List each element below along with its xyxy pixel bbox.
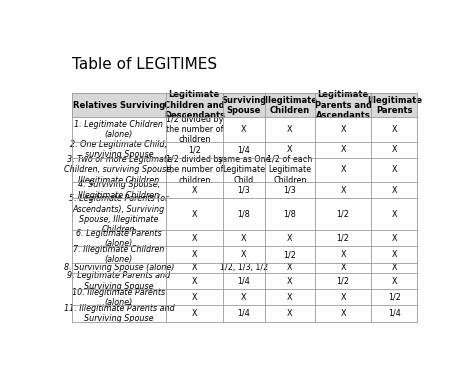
Text: 1/3: 1/3	[237, 186, 250, 195]
Text: 10. Illegitimate Parents
(alone): 10. Illegitimate Parents (alone)	[73, 288, 165, 307]
Text: X: X	[191, 293, 197, 302]
Text: 7. Illegitimate Children
(alone): 7. Illegitimate Children (alone)	[73, 245, 164, 264]
Text: 6. Legitimate Parents
(alone): 6. Legitimate Parents (alone)	[76, 229, 162, 248]
Text: 1/2: 1/2	[188, 145, 201, 154]
Text: Legitimate
Parents and
Ascendants: Legitimate Parents and Ascendants	[315, 90, 372, 120]
Text: X: X	[392, 145, 397, 154]
Text: same as One
Legitimate
Child: same as One Legitimate Child	[218, 155, 270, 185]
Text: 1/2: 1/2	[388, 293, 401, 302]
Text: 1/4: 1/4	[237, 277, 250, 286]
Text: 1/2 of each
Legitimate
Children: 1/2 of each Legitimate Children	[267, 155, 312, 185]
Text: 1. Legitimate Children
(alone): 1. Legitimate Children (alone)	[74, 120, 164, 139]
Text: 1/2: 1/2	[283, 250, 296, 259]
Text: Illegitimate
Parents: Illegitimate Parents	[367, 96, 422, 115]
Text: 8. Surviving Spouse (alone): 8. Surviving Spouse (alone)	[64, 264, 174, 272]
Text: X: X	[287, 277, 292, 286]
Text: X: X	[340, 125, 346, 134]
Text: X: X	[191, 264, 197, 272]
Text: X: X	[287, 264, 292, 272]
Text: Illegitimate
Children: Illegitimate Children	[262, 96, 317, 115]
Text: 4. Surviving Spouse,
Illegitimate Children: 4. Surviving Spouse, Illegitimate Childr…	[78, 180, 160, 200]
Text: Legitimate
Children and
Descendants: Legitimate Children and Descendants	[164, 90, 225, 120]
Bar	[72, 93, 418, 117]
Text: Table of LEGITIMES: Table of LEGITIMES	[72, 57, 217, 72]
Text: X: X	[191, 234, 197, 243]
Text: X: X	[392, 264, 397, 272]
Text: 1/2: 1/2	[337, 277, 349, 286]
Text: 1/4: 1/4	[237, 145, 250, 154]
Text: X: X	[340, 309, 346, 318]
Text: X: X	[191, 210, 197, 219]
Text: 1/8: 1/8	[283, 210, 296, 219]
Text: X: X	[392, 277, 397, 286]
Text: X: X	[392, 125, 397, 134]
Text: X: X	[287, 293, 292, 302]
Text: X: X	[340, 145, 346, 154]
Text: X: X	[340, 293, 346, 302]
Text: X: X	[340, 264, 346, 272]
Text: Relatives Surviving: Relatives Surviving	[73, 101, 165, 110]
Text: X: X	[392, 234, 397, 243]
Text: X: X	[191, 309, 197, 318]
Text: 5. Legitimate Parents (or
Ascendants), Surviving
Spouse, Illegitimate
Children: 5. Legitimate Parents (or Ascendants), S…	[69, 194, 169, 234]
Text: 1/4: 1/4	[388, 309, 401, 318]
Text: 1/2 divided by
the number of
children: 1/2 divided by the number of children	[165, 155, 223, 185]
Text: X: X	[241, 293, 246, 302]
Text: Surviving
Spouse: Surviving Spouse	[221, 96, 266, 115]
Text: X: X	[191, 277, 197, 286]
Text: X: X	[287, 234, 292, 243]
Text: X: X	[191, 250, 197, 259]
Text: 1/2: 1/2	[337, 234, 349, 243]
Text: X: X	[340, 186, 346, 195]
Text: 1/3: 1/3	[283, 186, 296, 195]
Text: X: X	[287, 125, 292, 134]
Text: 1/8: 1/8	[237, 210, 250, 219]
Text: 1/2, 1/3, 1/2: 1/2, 1/3, 1/2	[220, 264, 268, 272]
Text: X: X	[392, 165, 397, 174]
Text: X: X	[241, 234, 246, 243]
Text: X: X	[241, 250, 246, 259]
Text: X: X	[191, 186, 197, 195]
Text: X: X	[287, 309, 292, 318]
Text: 1/2 divided by
the number of
children: 1/2 divided by the number of children	[165, 115, 223, 145]
Text: 1/4: 1/4	[237, 309, 250, 318]
Text: X: X	[392, 186, 397, 195]
Text: X: X	[392, 210, 397, 219]
Text: 11. Illegitimate Parents and
Surviving Spouse: 11. Illegitimate Parents and Surviving S…	[64, 304, 174, 323]
Text: X: X	[287, 145, 292, 154]
Text: X: X	[392, 250, 397, 259]
Text: X: X	[340, 250, 346, 259]
Text: 2. One Legitimate Child,
surviving Spouse: 2. One Legitimate Child, surviving Spous…	[71, 140, 167, 160]
Text: 3. Two or more Legitimate
Children, surviving Spouse,
Illegitimate Children: 3. Two or more Legitimate Children, surv…	[64, 155, 174, 185]
Text: X: X	[340, 165, 346, 174]
Text: 9. Legitimate Parents and
Surviving Spouse: 9. Legitimate Parents and Surviving Spou…	[67, 272, 171, 291]
Text: 1/2: 1/2	[337, 210, 349, 219]
Text: X: X	[241, 125, 246, 134]
